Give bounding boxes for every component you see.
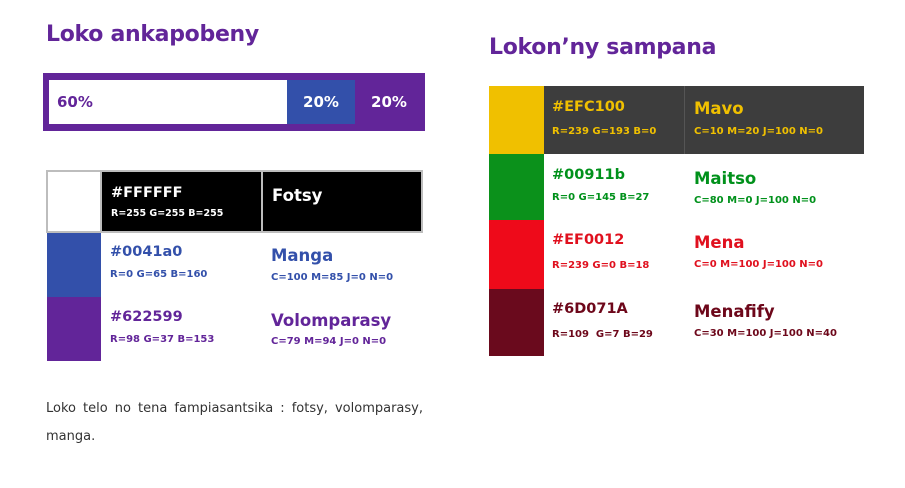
rgb-blue: R=0 G=65 B=160 (110, 269, 208, 280)
ratio-blue-segment: 20% (287, 80, 355, 124)
ratio-white-segment: 60% (49, 80, 287, 124)
rgb-green: R=0 G=145 B=27 (552, 192, 650, 203)
hex-purple: #622599 (110, 309, 183, 325)
hex-maroon: #6D071A (552, 301, 628, 317)
ratio-purple-segment: 20% (355, 80, 423, 124)
hex-white: #FFFFFF (111, 185, 183, 201)
rgb-yellow: R=239 G=193 B=0 (552, 126, 657, 137)
name-blue: Manga (271, 246, 334, 265)
swatch-blue (47, 233, 101, 297)
cmyk-green: C=80 M=0 J=100 N=0 (694, 195, 817, 206)
cmyk-purple: C=79 M=94 J=0 N=0 (271, 336, 387, 347)
rgb-maroon: R=109 G=7 B=29 (552, 329, 653, 340)
row-divider (684, 86, 685, 154)
primary-colors-note: Loko telo no tena fampiasantsika : fotsy… (46, 401, 423, 444)
swatch-white (46, 170, 102, 233)
swatch-red (489, 220, 544, 289)
name-white: Fotsy (272, 186, 323, 205)
color-ratio-bar: 60% 20% 20% (43, 73, 425, 131)
name-red: Mena (694, 233, 745, 252)
name-yellow: Mavo (694, 99, 744, 118)
secondary-colors-title: Lokon’ny sampana (489, 35, 717, 60)
hex-red: #EF0012 (552, 232, 625, 248)
name-green: Maitso (694, 169, 757, 188)
swatch-green (489, 154, 544, 220)
swatch-purple (47, 297, 101, 361)
name-maroon: Menafify (694, 302, 775, 321)
rgb-white: R=255 G=255 B=255 (111, 208, 224, 219)
swatch-maroon (489, 289, 544, 356)
row-divider (261, 172, 263, 231)
rgb-purple: R=98 G=37 B=153 (110, 334, 215, 345)
rgb-red: R=239 G=0 B=18 (552, 260, 650, 271)
hex-yellow: #EFC100 (552, 99, 625, 115)
cmyk-blue: C=100 M=85 J=0 N=0 (271, 272, 394, 283)
swatch-yellow (489, 86, 544, 154)
row-yellow (544, 86, 864, 154)
hex-green: #00911b (552, 167, 625, 183)
name-purple: Volomparasy (271, 311, 392, 330)
cmyk-maroon: C=30 M=100 J=100 N=40 (694, 328, 837, 339)
primary-colors-title: Loko ankapobeny (46, 22, 259, 47)
cmyk-red: C=0 M=100 J=100 N=0 (694, 259, 824, 270)
hex-blue: #0041a0 (110, 244, 183, 260)
cmyk-yellow: C=10 M=20 J=100 N=0 (694, 126, 824, 137)
